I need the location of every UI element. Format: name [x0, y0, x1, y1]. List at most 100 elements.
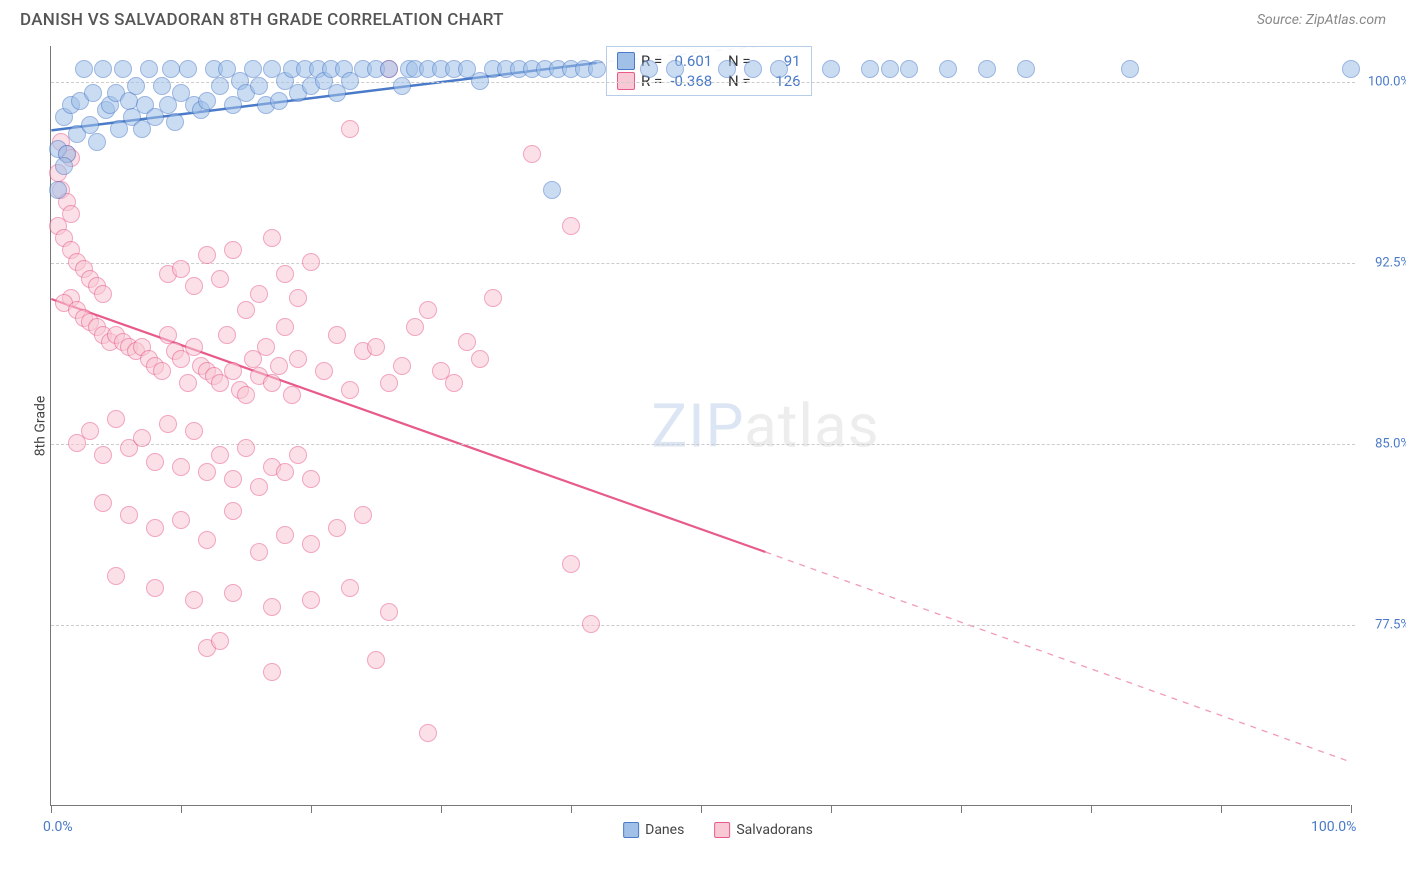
- y-tick-label: 77.5%: [1375, 618, 1406, 633]
- y-tick-label: 85.0%: [1375, 437, 1406, 452]
- scatter-point: [224, 584, 242, 602]
- scatter-point: [276, 463, 294, 481]
- scatter-point: [88, 133, 106, 151]
- scatter-point: [162, 60, 180, 78]
- scatter-point: [640, 60, 658, 78]
- scatter-point: [770, 60, 788, 78]
- x-tick: [701, 805, 702, 813]
- y-tick-label: 100.0%: [1368, 75, 1406, 90]
- scatter-point: [354, 506, 372, 524]
- scatter-point: [94, 446, 112, 464]
- scatter-point: [185, 338, 203, 356]
- scatter-point: [380, 60, 398, 78]
- scatter-point: [341, 120, 359, 138]
- scatter-point: [237, 439, 255, 457]
- scatter-point: [458, 333, 476, 351]
- scatter-point: [211, 270, 229, 288]
- scatter-point: [224, 362, 242, 380]
- scatter-point: [543, 181, 561, 199]
- scatter-point: [822, 60, 840, 78]
- scatter-point: [263, 374, 281, 392]
- scatter-point: [84, 84, 102, 102]
- stats-swatch-pink: [617, 72, 635, 90]
- gridline: [51, 625, 1355, 626]
- scatter-point: [393, 357, 411, 375]
- gridline: [51, 263, 1355, 264]
- scatter-point: [270, 357, 288, 375]
- scatter-point: [861, 60, 879, 78]
- scatter-point: [562, 555, 580, 573]
- scatter-point: [881, 60, 899, 78]
- scatter-point: [81, 116, 99, 134]
- scatter-point: [55, 157, 73, 175]
- scatter-point: [367, 338, 385, 356]
- plot-area: ZIPatlas R = 0.601 N = 91 R = -0.368 N =…: [50, 46, 1350, 806]
- scatter-point: [172, 458, 190, 476]
- scatter-point: [393, 77, 411, 95]
- scatter-point: [315, 362, 333, 380]
- scatter-point: [211, 446, 229, 464]
- scatter-point: [198, 531, 216, 549]
- watermark: ZIPatlas: [651, 390, 879, 461]
- scatter-point: [263, 598, 281, 616]
- scatter-point: [283, 386, 301, 404]
- trend-lines-svg: [51, 46, 1350, 805]
- scatter-point: [406, 318, 424, 336]
- scatter-point: [1342, 60, 1360, 78]
- scatter-point: [380, 603, 398, 621]
- scatter-point: [198, 92, 216, 110]
- scatter-point: [471, 350, 489, 368]
- scatter-point: [75, 60, 93, 78]
- chart-container: 8th Grade ZIPatlas R = 0.601 N = 91 R = …: [50, 46, 1386, 806]
- scatter-point: [302, 470, 320, 488]
- legend-label-pink: Salvadorans: [736, 822, 813, 838]
- scatter-point: [257, 338, 275, 356]
- x-tick: [1091, 805, 1092, 813]
- scatter-point: [146, 579, 164, 597]
- scatter-point: [250, 478, 268, 496]
- scatter-point: [146, 519, 164, 537]
- chart-title: DANISH VS SALVADORAN 8TH GRADE CORRELATI…: [20, 10, 504, 30]
- scatter-point: [250, 77, 268, 95]
- scatter-point: [153, 77, 171, 95]
- x-tick: [571, 805, 572, 813]
- scatter-point: [939, 60, 957, 78]
- scatter-point: [445, 374, 463, 392]
- scatter-point: [172, 260, 190, 278]
- scatter-point: [237, 386, 255, 404]
- x-tick: [311, 805, 312, 813]
- scatter-point: [107, 567, 125, 585]
- scatter-point: [270, 92, 288, 110]
- scatter-point: [380, 374, 398, 392]
- scatter-point: [244, 60, 262, 78]
- scatter-point: [140, 60, 158, 78]
- watermark-atlas: atlas: [744, 390, 879, 461]
- scatter-point: [198, 463, 216, 481]
- scatter-point: [211, 632, 229, 650]
- x-tick-label: 0.0%: [43, 819, 73, 835]
- scatter-point: [718, 60, 736, 78]
- scatter-point: [419, 724, 437, 742]
- scatter-point: [198, 246, 216, 264]
- legend-item-blue: Danes: [623, 822, 684, 838]
- scatter-point: [289, 350, 307, 368]
- scatter-point: [224, 241, 242, 259]
- scatter-point: [250, 285, 268, 303]
- y-tick-label: 92.5%: [1375, 256, 1406, 271]
- chart-header: DANISH VS SALVADORAN 8TH GRADE CORRELATI…: [0, 0, 1406, 36]
- scatter-point: [94, 60, 112, 78]
- scatter-point: [211, 77, 229, 95]
- legend-label-blue: Danes: [645, 822, 684, 838]
- scatter-point: [49, 181, 67, 199]
- scatter-point: [276, 526, 294, 544]
- scatter-point: [328, 326, 346, 344]
- y-axis-label: 8th Grade: [32, 396, 48, 457]
- scatter-point: [120, 506, 138, 524]
- legend: Danes Salvadorans: [623, 822, 813, 838]
- scatter-point: [302, 253, 320, 271]
- scatter-point: [582, 615, 600, 633]
- scatter-point: [179, 374, 197, 392]
- scatter-point: [419, 301, 437, 319]
- scatter-point: [146, 453, 164, 471]
- x-tick: [1221, 805, 1222, 813]
